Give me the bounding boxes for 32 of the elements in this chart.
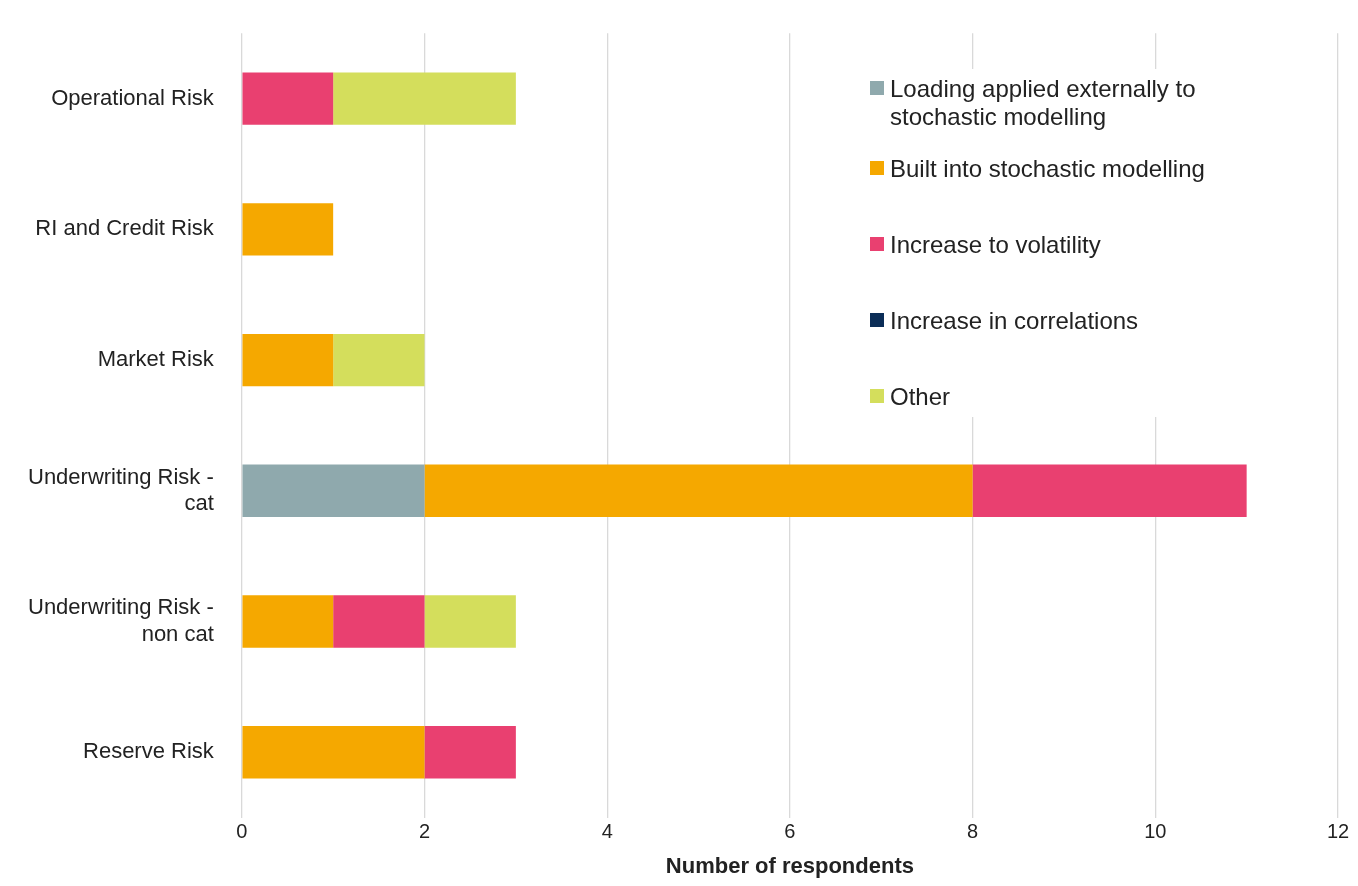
x-tick-label: 12 [1326,820,1350,843]
legend-label: Increase in correlations [890,307,1139,336]
bar [333,72,516,125]
bar [242,72,334,125]
legend-label: Other [890,383,951,412]
bar [242,464,425,517]
bar [972,464,1247,517]
x-axis-title: Number of respondents [665,852,914,878]
y-tick-label: Underwriting Risk - non cat [27,594,214,646]
x-tick-label: 10 [1144,820,1167,843]
y-tick-label: Market Risk [97,346,215,372]
bar [242,203,334,256]
x-tick-label: 2 [418,820,431,843]
bar [333,333,425,387]
x-tick-label: 0 [236,820,248,843]
bar [242,333,334,387]
x-tick-label: 6 [784,820,796,843]
y-tick-label: Operational Risk [51,84,215,110]
bar [242,595,334,648]
y-tick-label: Reserve Risk [83,738,215,764]
bar [242,726,425,779]
y-tick-label: RI and Credit Risk [35,215,215,241]
x-tick-label: 8 [967,820,979,843]
legend-label: Loading applied externally to stochastic modelling [890,75,1197,132]
bar [424,464,973,517]
legend-label: Increase to volatility [890,231,1101,260]
y-tick-label: Underwriting Risk - cat [27,463,214,516]
bar [333,595,425,648]
x-tick-label: 4 [601,820,613,843]
legend-label: Built into stochastic modelling [890,155,1205,184]
bar [424,726,516,779]
bar [424,595,516,648]
